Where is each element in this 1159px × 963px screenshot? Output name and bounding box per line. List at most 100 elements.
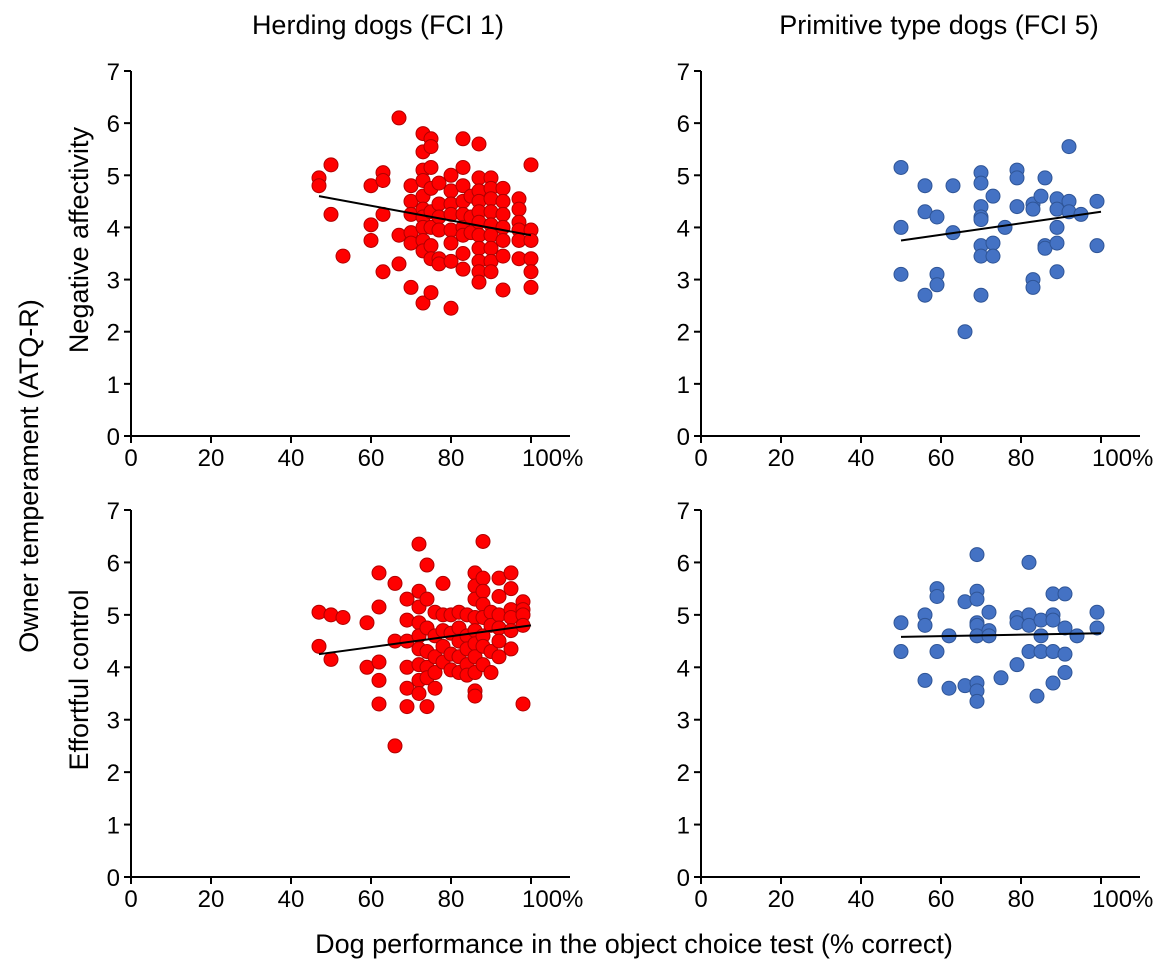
herding-ec-y-tick-label: 2 (107, 760, 120, 787)
herding-neg-data-point (471, 136, 487, 152)
primitive-ec-y-tick-label: 3 (677, 708, 690, 735)
herding-neg-data-point (523, 279, 539, 295)
primitive-neg-y-tick-label: 4 (677, 215, 690, 242)
primitive-neg-data-point (893, 159, 909, 175)
herding-neg-data-point (363, 232, 379, 248)
herding-neg-trend-line (318, 195, 532, 237)
herding-ec-data-point (491, 633, 507, 649)
primitive-neg-data-point (893, 266, 909, 282)
primitive-neg-x-tick-label: 0 (694, 445, 707, 472)
primitive-neg-data-point (1049, 264, 1065, 280)
primitive-ec-data-point (917, 617, 933, 633)
herding-ec-data-point (515, 696, 531, 712)
herding-ec-x-tick-label: 40 (278, 886, 305, 913)
primitive-neg-data-point (1061, 139, 1077, 155)
herding-neg-data-point (455, 246, 471, 261)
primitive-ec-data-point (1089, 620, 1105, 636)
primitive-negative-affectivity-panel: 0 1 2 3 4 5 6 7 0 20 40 60 80 100% (677, 59, 1154, 472)
herding-ec-y-tick-label: 0 (107, 865, 120, 892)
owner-temperament-y-label: Owner temperament (ATQ-R) (14, 299, 44, 653)
primitive-neg-data-point (893, 219, 909, 235)
herding-ec-data-point (371, 599, 387, 615)
herding-neg-data-point (323, 157, 339, 173)
primitive-ec-x-tick-label: 0 (694, 886, 707, 913)
herding-ec-data-point (399, 591, 415, 607)
herding-neg-data-point (323, 206, 339, 222)
herding-ec-data-point (371, 654, 387, 670)
primitive-neg-data-point (985, 235, 1001, 251)
primitive-ec-y-tick-label: 0 (677, 865, 690, 892)
primitive-neg-data-point (1089, 193, 1105, 209)
primitive-ec-data-point (981, 604, 997, 620)
herding-ec-data-point (475, 533, 491, 549)
primitive-ec-y-tick-label: 2 (677, 760, 690, 787)
herding-ec-x-tick-label: 60 (358, 886, 385, 913)
primitive-effortful-control-panel: 0 1 2 3 4 5 6 7 0 20 40 60 80 100% (677, 498, 1154, 913)
herding-neg-data-point (423, 139, 439, 155)
herding-neg-data-point (423, 159, 439, 175)
herding-ec-data-point (483, 665, 499, 681)
primitive-neg-trend-line (900, 210, 1102, 242)
herding-neg-data-point (483, 264, 499, 280)
herding-ec-data-point (435, 575, 451, 591)
primitive-ec-y-tick-label: 1 (677, 813, 690, 840)
herding-ec-data-point (427, 680, 443, 696)
primitive-neg-data-point (1089, 238, 1105, 254)
herding-neg-data-point (443, 253, 459, 269)
herding-ec-data-point (399, 699, 415, 715)
herding-neg-y-tick-label: 3 (107, 268, 120, 295)
primitive-ec-data-point (929, 589, 945, 605)
primitive-ec-data-point (941, 680, 957, 696)
herding-neg-data-point (455, 131, 471, 147)
primitive-ec-data-point (993, 670, 1009, 686)
herding-ec-y-tick-label: 4 (107, 655, 120, 682)
herding-neg-data-point (495, 248, 511, 264)
herding-neg-data-point (471, 274, 487, 290)
primitive-neg-data-point (945, 178, 961, 194)
primitive-ec-y-tick-label: 6 (677, 550, 690, 577)
herding-neg-data-point (523, 232, 539, 248)
row-label-negative-affectivity: Negative affectivity (64, 126, 94, 353)
herding-neg-x-tick-label: 40 (278, 445, 305, 472)
herding-ec-data-point (359, 615, 375, 631)
primitive-ec-data-point (1057, 665, 1073, 681)
primitive-neg-data-point (973, 212, 989, 228)
primitive-neg-data-point (985, 188, 1001, 204)
primitive-ec-data-point (1089, 604, 1105, 620)
herding-ec-data-point (411, 686, 427, 701)
herding-ec-data-point (411, 536, 427, 552)
herding-ec-data-point (491, 589, 507, 605)
herding-ec-y-tick-label: 3 (107, 708, 120, 735)
herding-neg-data-point (391, 256, 407, 272)
herding-ec-x-tick-label: 80 (438, 886, 465, 913)
herding-neg-data-point (523, 251, 539, 267)
primitive-neg-data-point (957, 324, 973, 340)
primitive-ec-y-tick-label: 5 (677, 603, 690, 630)
herding-ec-data-point (311, 638, 327, 654)
primitive-ec-y-tick-label: 7 (677, 498, 690, 525)
primitive-neg-data-point (1049, 219, 1065, 235)
primitive-ec-data-point (969, 693, 985, 709)
herding-neg-x-tick-label: 80 (438, 445, 465, 472)
primitive-ec-y-tick-label: 4 (677, 655, 690, 682)
herding-neg-x-tick-label: 20 (198, 445, 225, 472)
herding-ec-data-point (419, 591, 435, 607)
primitive-neg-x-tick-label: 100% (1092, 445, 1153, 472)
herding-neg-data-point (391, 110, 407, 126)
primitive-ec-data-point (893, 644, 909, 660)
primitive-ec-data-point (1057, 586, 1073, 602)
primitive-ec-data-point (1029, 688, 1045, 704)
primitive-neg-data-point (973, 287, 989, 303)
herding-neg-data-point (431, 175, 447, 191)
herding-neg-data-point (455, 261, 471, 277)
primitive-neg-data-point (1009, 199, 1025, 215)
primitive-neg-y-tick-label: 3 (677, 268, 690, 295)
herding-neg-data-point (375, 173, 391, 188)
herding-ec-data-point (387, 575, 403, 591)
primitive-neg-data-point (929, 277, 945, 293)
primitive-neg-data-point (917, 287, 933, 303)
primitive-ec-data-point (969, 591, 985, 607)
herding-neg-data-point (363, 217, 379, 233)
herding-neg-data-point (495, 206, 511, 222)
